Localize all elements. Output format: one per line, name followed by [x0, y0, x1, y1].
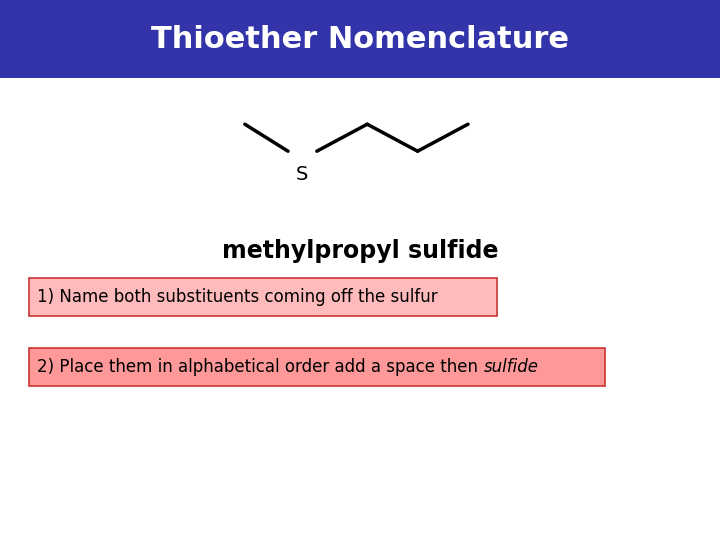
- Text: sulfide: sulfide: [484, 358, 539, 376]
- Text: 2) Place them in alphabetical order add a space then: 2) Place them in alphabetical order add …: [37, 358, 484, 376]
- FancyBboxPatch shape: [29, 278, 497, 316]
- Text: Thioether Nomenclature: Thioether Nomenclature: [151, 25, 569, 53]
- Text: 1) Name both substituents coming off the sulfur: 1) Name both substituents coming off the…: [37, 288, 438, 306]
- FancyBboxPatch shape: [0, 0, 720, 78]
- Text: S: S: [296, 165, 309, 184]
- Text: methylpropyl sulfide: methylpropyl sulfide: [222, 239, 498, 263]
- FancyBboxPatch shape: [29, 348, 605, 386]
